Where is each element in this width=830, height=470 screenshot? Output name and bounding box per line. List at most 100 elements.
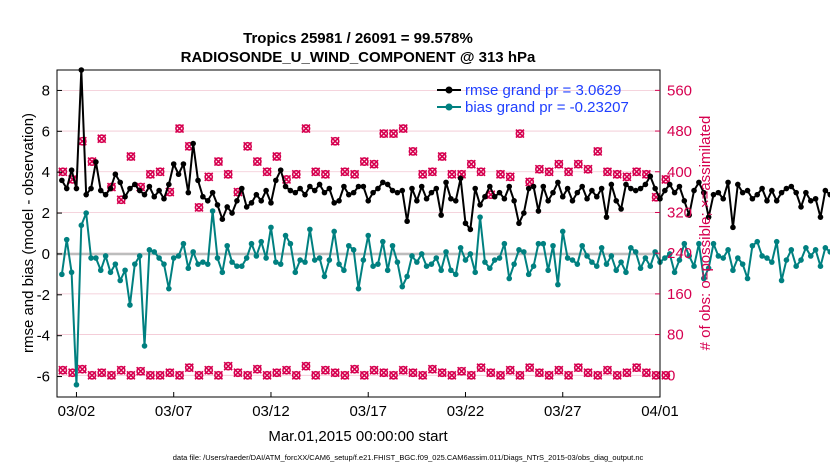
x-tick-label: 03/17 — [349, 403, 387, 420]
rmse-point — [457, 175, 464, 182]
rmse-point — [817, 214, 824, 220]
legend-entry-rmse: rmse grand pr = 3.0629 — [437, 82, 621, 99]
bias-point — [686, 253, 692, 259]
bias-point — [414, 259, 420, 265]
obs-possible-marker — [243, 141, 253, 151]
bias-point — [151, 249, 158, 255]
obs-possible-marker — [573, 159, 583, 169]
obs-assimilated-marker — [602, 365, 613, 375]
bias-point — [224, 242, 231, 249]
bias-point — [282, 232, 289, 239]
rmse-point — [807, 198, 814, 204]
obs-possible-marker — [544, 167, 554, 177]
rmse-point — [170, 161, 177, 167]
rmse-point — [608, 181, 615, 188]
obs-possible-marker — [622, 172, 632, 182]
bias-point — [345, 242, 352, 249]
x-tick-label: 03/22 — [447, 403, 485, 420]
obs-possible-marker — [223, 361, 233, 371]
obs-assimilated-marker — [223, 169, 233, 179]
obs-possible-marker — [505, 172, 515, 182]
rmse-point — [360, 183, 367, 190]
obs-assimilated-marker — [612, 169, 622, 179]
obs-possible-marker — [398, 124, 408, 133]
rmse-point — [73, 185, 80, 192]
rmse-point — [341, 183, 347, 190]
rmse-point — [219, 216, 226, 222]
rmse-point — [409, 185, 415, 192]
plot-frame — [56, 69, 661, 398]
obs-possible-marker — [496, 169, 505, 179]
obs-possible-marker — [398, 365, 408, 375]
x-tick-label: 04/01 — [641, 403, 679, 420]
bias-point — [433, 255, 440, 261]
rmse-point — [462, 220, 469, 227]
bias-point — [773, 238, 780, 245]
rmse-point — [107, 185, 114, 192]
obs-assimilated-marker — [291, 370, 301, 380]
rmse-point — [273, 177, 279, 184]
obs-possible-marker — [136, 366, 146, 376]
obs-assimilated-marker — [58, 365, 68, 375]
bias-point — [248, 240, 255, 247]
rmse-point — [550, 189, 556, 196]
bias-point — [769, 259, 775, 265]
obs-assimilated-marker — [359, 157, 369, 167]
obs-assimilated-marker — [418, 370, 428, 380]
obs-assimilated-marker — [632, 363, 642, 373]
rmse-point — [579, 183, 585, 190]
rmse-point — [559, 193, 566, 200]
bias-point — [496, 255, 503, 261]
rmse-series — [59, 67, 830, 233]
obs-assimilated-marker — [204, 365, 214, 375]
bias-point — [311, 257, 318, 263]
bias-point — [457, 245, 464, 251]
rmse-point — [132, 181, 138, 188]
obs-assimilated-marker — [97, 134, 107, 144]
rmse-point — [491, 193, 498, 200]
rmse-point — [204, 198, 211, 204]
bias-point — [404, 273, 410, 280]
rmse-point — [277, 167, 284, 173]
obs-possible-marker — [418, 169, 428, 179]
rmse-point — [365, 198, 372, 204]
rmse-point — [336, 198, 342, 204]
bias-point — [214, 255, 221, 261]
obs-assimilated-marker — [204, 172, 214, 182]
y-right-tick-label: 160 — [667, 286, 692, 303]
y-right-tick-label: 0 — [667, 367, 675, 384]
obs-possible-marker — [428, 167, 437, 177]
rmse-point — [97, 187, 104, 194]
rmse-point — [117, 179, 124, 186]
obs-possible-marker — [437, 152, 447, 161]
bias-point — [175, 253, 182, 259]
obs-possible-marker — [418, 370, 428, 380]
obs-assimilated-marker — [320, 169, 330, 179]
plot-area — [56, 67, 830, 398]
rmse-point — [759, 185, 765, 192]
bias-point — [613, 267, 620, 274]
obs-possible-marker — [505, 365, 515, 375]
obs-possible-marker — [97, 134, 107, 144]
rmse-point — [691, 187, 697, 194]
rmse-point — [234, 198, 240, 204]
bias-point — [277, 261, 284, 267]
rmse-point — [798, 204, 804, 210]
obs-possible-marker — [593, 147, 603, 156]
rmse-point — [166, 181, 172, 188]
obs-possible-marker — [282, 365, 291, 375]
rmse-line — [61, 69, 830, 231]
rmse-point — [705, 214, 712, 220]
bias-point — [428, 261, 435, 267]
rmse-point — [735, 181, 741, 188]
bias-point — [735, 255, 741, 261]
bias-point — [720, 255, 727, 261]
obs-assimilated-marker — [213, 157, 224, 167]
rmse-point — [394, 189, 401, 196]
bias-point — [341, 267, 347, 274]
bias-point — [822, 245, 829, 251]
rmse-point — [749, 195, 756, 202]
bias-point — [384, 267, 391, 274]
bias-point — [336, 261, 342, 267]
obs-possible-marker — [661, 174, 671, 184]
